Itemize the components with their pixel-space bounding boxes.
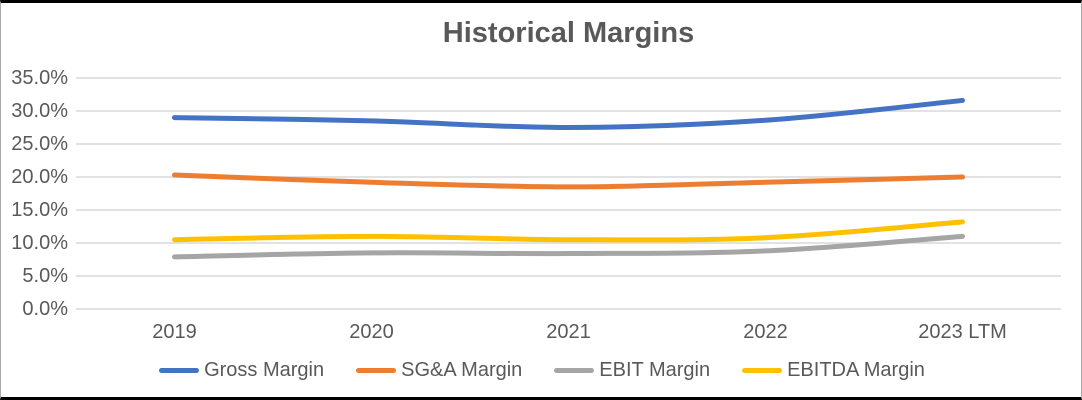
x-axis-tick-label: 2019 (152, 321, 197, 343)
y-axis-tick-label: 20.0% (11, 166, 68, 188)
x-axis-tick-label: 2021 (546, 321, 591, 343)
y-axis-tick-label: 0.0% (22, 298, 68, 320)
margins-line-chart-plot (76, 77, 1061, 310)
y-axis-tick-label: 25.0% (11, 133, 68, 155)
y-axis-tick-label: 15.0% (11, 199, 68, 221)
legend-line-swatch (159, 368, 200, 373)
legend-label: Gross Margin (204, 359, 325, 381)
legend-line-swatch (554, 368, 595, 373)
legend-label: SG&A Margin (401, 359, 523, 381)
series-line-ebit-margin (172, 233, 965, 260)
legend-item-gross-margin: Gross Margin (159, 359, 324, 382)
legend-line-swatch (356, 368, 397, 373)
x-axis-tick-label: 2020 (349, 321, 394, 343)
y-axis-tick-label: 5.0% (22, 265, 68, 287)
chart-title: Historical Margins (442, 17, 695, 49)
legend-item-sg-a-margin: SG&A Margin (356, 359, 522, 382)
legend-item-ebitda-margin: EBITDA Margin (742, 359, 925, 382)
legend-label: EBITDA Margin (787, 359, 925, 381)
legend-label: EBIT Margin (599, 359, 711, 381)
y-axis-tick-label: 35.0% (11, 67, 68, 89)
series-line-sg-a-margin (172, 172, 965, 190)
chart-legend: Gross Margin SG&A Margin EBIT Margin EBITDA… (1, 359, 1081, 382)
series-line-gross-margin (172, 97, 965, 131)
legend-item-ebit-margin: EBIT Margin (554, 359, 710, 382)
series-line-ebitda-margin (172, 219, 965, 243)
x-axis-tick-label: 2022 (743, 321, 788, 343)
legend-line-swatch (742, 368, 783, 373)
y-axis-tick-label: 10.0% (11, 232, 68, 254)
y-axis-tick-label: 30.0% (11, 100, 68, 122)
x-axis-tick-label: 2023 LTM (918, 321, 1007, 343)
